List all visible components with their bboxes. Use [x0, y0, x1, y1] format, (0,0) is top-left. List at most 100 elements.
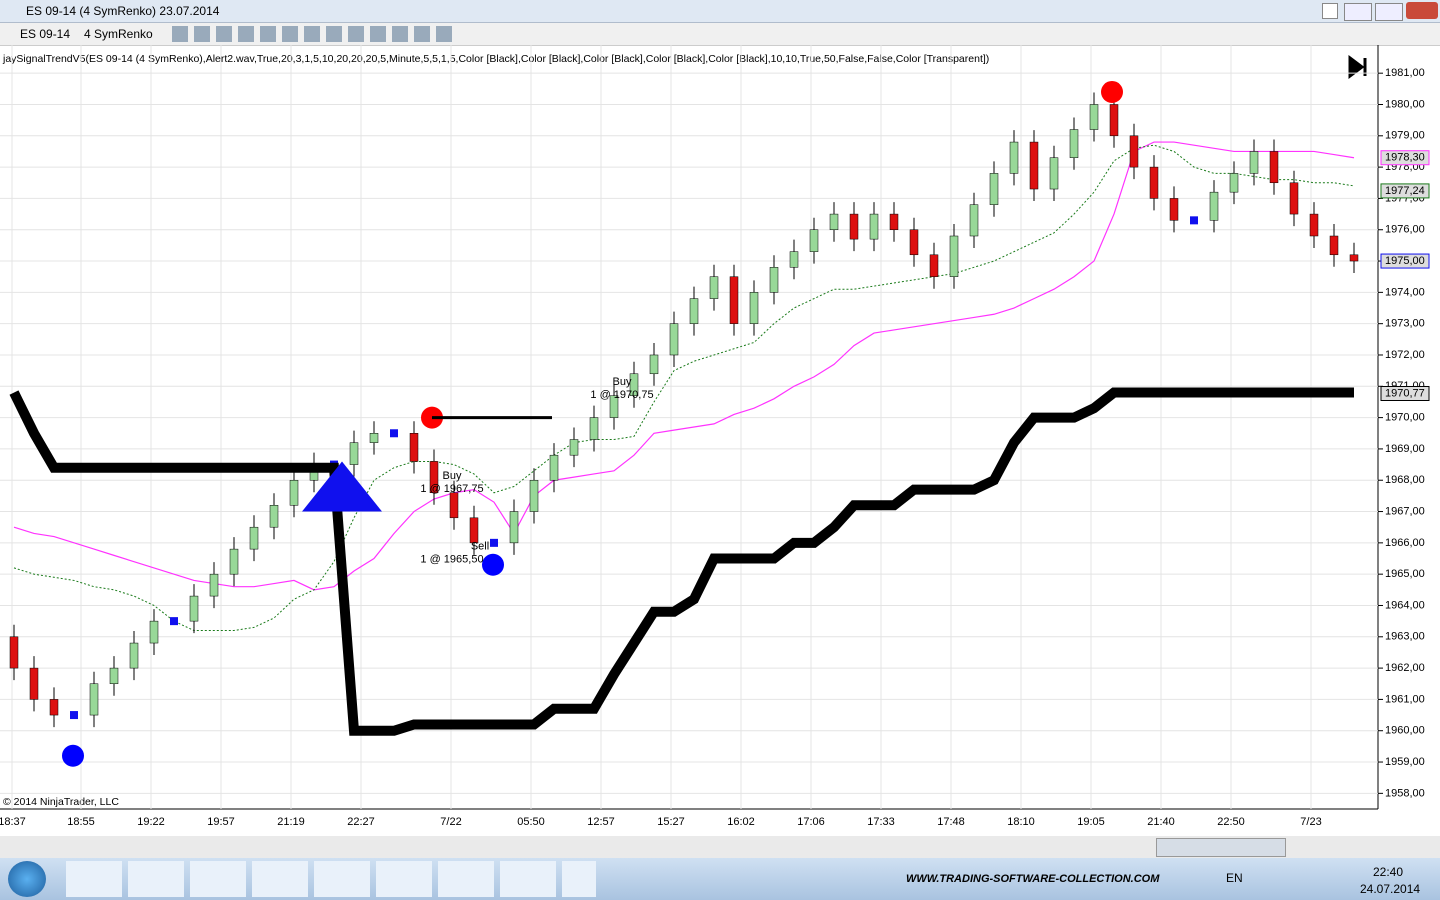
- brick: [49, 699, 59, 716]
- trend-line: [9, 387, 1354, 736]
- y-tick-label: 1972,00: [1385, 349, 1425, 361]
- signal-dot: [1101, 80, 1123, 103]
- brick: [989, 173, 999, 205]
- y-tick-label: 1959,00: [1385, 756, 1425, 768]
- indicator-line: [13, 144, 1355, 632]
- brick: [249, 526, 259, 550]
- x-tick-label: 7/23: [1300, 816, 1321, 828]
- brick: [29, 667, 39, 700]
- brick: [629, 373, 639, 396]
- x-tick-label: 19:57: [207, 816, 235, 828]
- btn-min[interactable]: [1344, 3, 1372, 21]
- btn-max[interactable]: [1375, 3, 1403, 21]
- y-tick-label: 1980,00: [1385, 98, 1425, 110]
- brick: [269, 505, 279, 528]
- x-tick-label: 16:02: [727, 816, 755, 828]
- brick: [1029, 141, 1039, 190]
- y-tick-label: 1961,00: [1385, 693, 1425, 705]
- price-tag: [1380, 150, 1430, 166]
- x-tick-label: 22:27: [347, 816, 375, 828]
- brick: [569, 439, 579, 456]
- brick: [1069, 129, 1079, 158]
- title-bar: ES 09-14 (4 SymRenko) 23.07.2014: [0, 0, 1440, 23]
- trade-text: 1 @ 1970,75: [590, 389, 653, 401]
- window-title: ES 09-14 (4 SymRenko) 23.07.2014: [26, 4, 220, 18]
- signal-dot: [62, 744, 84, 767]
- period-select[interactable]: 4 SymRenko: [84, 27, 153, 41]
- brick: [849, 213, 859, 240]
- brick: [189, 595, 199, 622]
- brick: [529, 479, 539, 512]
- trade-side: Buy: [443, 470, 462, 482]
- x-tick-label: 22:50: [1217, 816, 1245, 828]
- brick: [549, 454, 559, 481]
- taskbar: WWW.TRADING-SOFTWARE-COLLECTION.COM EN 2…: [0, 858, 1440, 900]
- brick: [349, 442, 359, 465]
- trade-text: 1 @ 1967,75: [420, 483, 483, 495]
- brick: [149, 620, 159, 644]
- price-tag-label: 1978,30: [1385, 152, 1425, 164]
- scroll-thumb[interactable]: [1156, 838, 1286, 857]
- instrument-select[interactable]: ES 09-14: [20, 27, 71, 41]
- btn-lock[interactable]: [1322, 3, 1338, 19]
- brick: [749, 292, 759, 324]
- trade-text: 1 @ 1965,50: [420, 553, 483, 565]
- brick: [929, 254, 939, 277]
- brick: [869, 213, 879, 240]
- brick: [369, 433, 379, 443]
- y-tick-label: 1966,00: [1385, 537, 1425, 549]
- x-tick-label: 18:55: [67, 816, 95, 828]
- y-tick-label: 1970,00: [1385, 412, 1425, 424]
- brick: [609, 395, 619, 418]
- price-tag: [1380, 253, 1430, 269]
- x-tick-label: 19:05: [1077, 816, 1105, 828]
- site-text: WWW.TRADING-SOFTWARE-COLLECTION.COM: [906, 873, 1160, 885]
- toolbar-icons[interactable]: [172, 26, 452, 42]
- brick: [729, 276, 739, 324]
- brick: [1129, 135, 1139, 168]
- brick: [1109, 104, 1119, 137]
- lang: EN: [1226, 871, 1243, 885]
- y-tick-label: 1969,00: [1385, 443, 1425, 455]
- brick: [809, 229, 819, 252]
- brick: [589, 417, 599, 440]
- brick: [889, 213, 899, 230]
- copyright: © 2014 NinjaTrader, LLC: [3, 796, 119, 808]
- brick: [170, 617, 178, 626]
- brick: [1229, 173, 1239, 193]
- brick: [109, 667, 119, 685]
- x-tick-label: 17:48: [937, 816, 965, 828]
- brick: [709, 276, 719, 299]
- brick: [649, 354, 659, 375]
- y-tick-label: 1960,00: [1385, 725, 1425, 737]
- x-tick-label: 15:27: [657, 816, 685, 828]
- trade-side: Sell: [471, 540, 489, 552]
- brick: [1009, 141, 1019, 174]
- signal-dot: [482, 553, 504, 576]
- chart: jaySignalTrendV5(ES 09-14 (4 SymRenko),A…: [0, 45, 1430, 828]
- y-tick-label: 1974,00: [1385, 286, 1425, 298]
- trade-side: Buy: [613, 376, 632, 388]
- brick: [969, 204, 979, 237]
- brick: [70, 711, 78, 720]
- brick: [1349, 254, 1359, 262]
- y-tick-label: 1979,00: [1385, 130, 1425, 142]
- price-tag-label: 1975,00: [1385, 255, 1425, 267]
- x-tick-label: 21:40: [1147, 816, 1175, 828]
- brick: [949, 235, 959, 277]
- x-tick-label: 12:57: [587, 816, 615, 828]
- brick: [909, 229, 919, 256]
- x-tick-label: 18:10: [1007, 816, 1035, 828]
- brick: [509, 511, 519, 544]
- start-button[interactable]: [8, 861, 46, 897]
- y-tick-label: 1967,00: [1385, 505, 1425, 517]
- brick: [1169, 198, 1179, 221]
- scrollbar: [0, 836, 1440, 858]
- brick: [469, 517, 479, 544]
- price-tag-label: 1977,24: [1385, 185, 1425, 197]
- y-tick-label: 1963,00: [1385, 631, 1425, 643]
- y-tick-label: 1962,00: [1385, 662, 1425, 674]
- btn-close[interactable]: [1406, 2, 1438, 19]
- brick: [409, 433, 419, 462]
- taskbar-apps[interactable]: [66, 861, 596, 897]
